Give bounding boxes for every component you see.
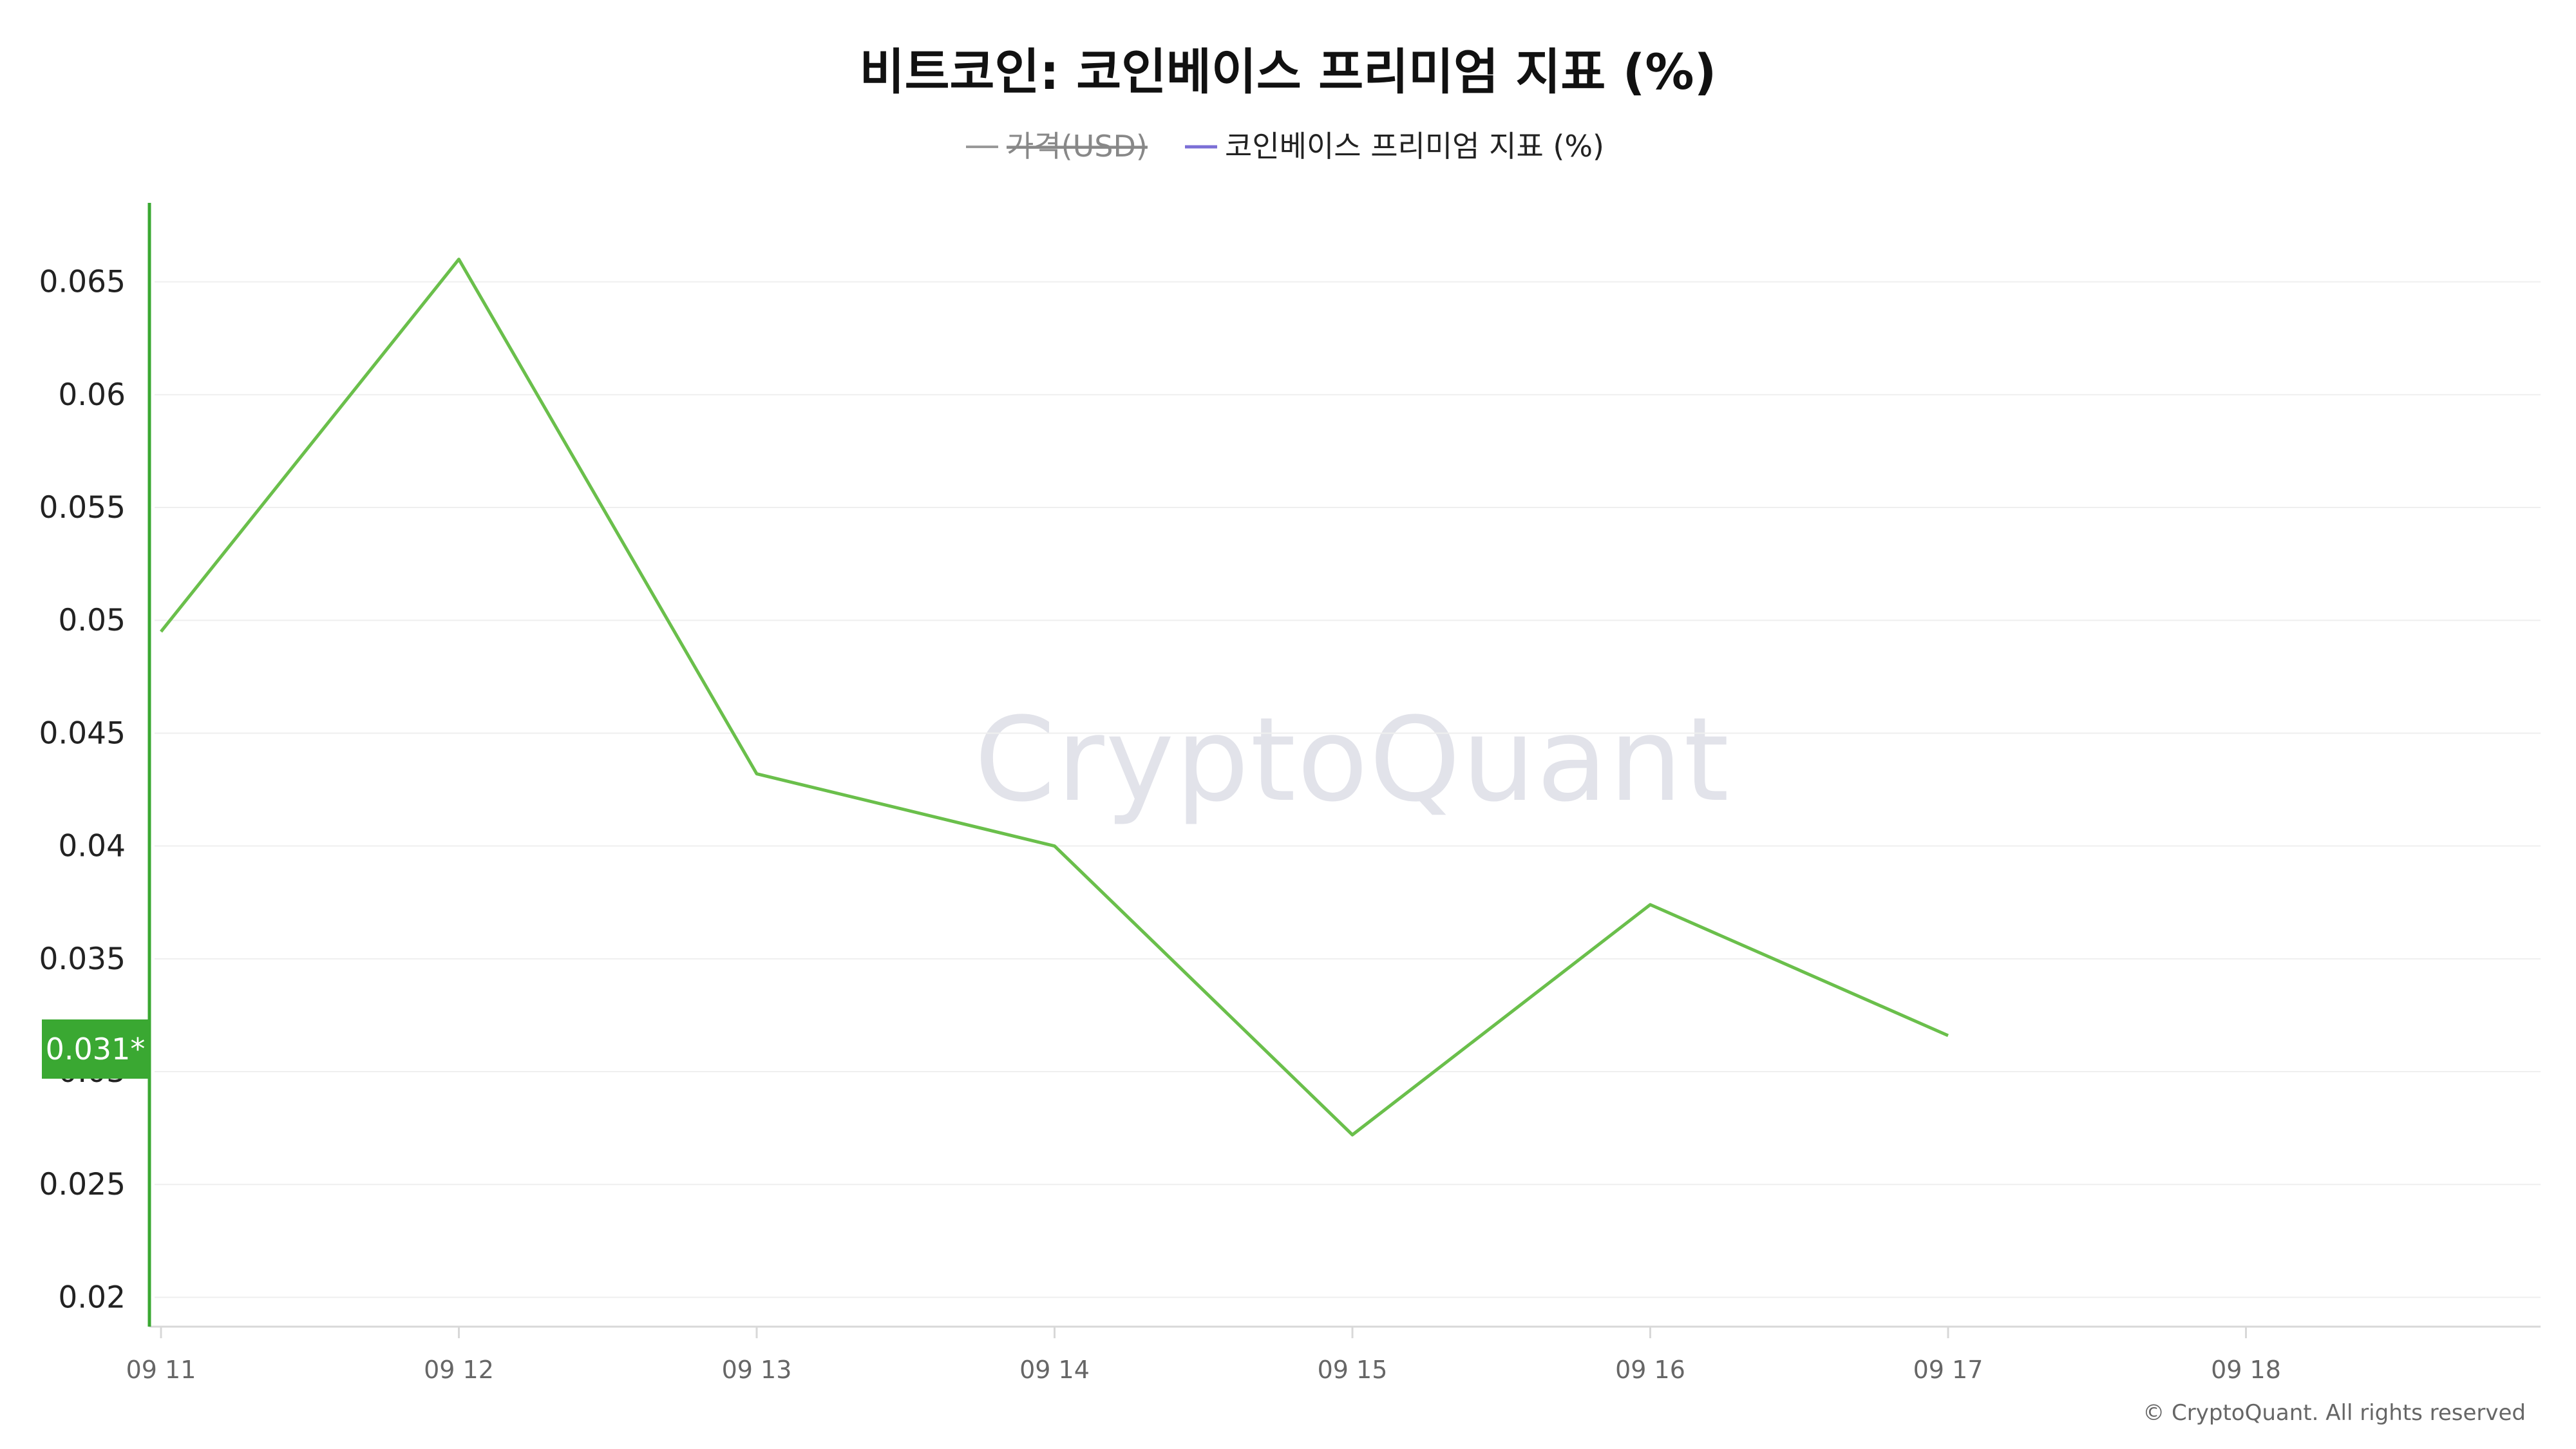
y-axis-ticks: 0.020.0250.030.0350.040.0450.050.0550.06…	[39, 265, 126, 1316]
copyright: © CryptoQuant. All rights reserved	[2143, 1400, 2526, 1426]
series-layer	[155, 254, 1954, 1141]
current-value-badge-bg	[42, 1019, 149, 1079]
y-tick-label: 0.035	[39, 942, 126, 977]
x-tick-label: 09 11	[126, 1356, 196, 1384]
series-line-0[interactable]	[160, 258, 1949, 1137]
data-point[interactable]	[1645, 899, 1656, 911]
data-point[interactable]	[453, 254, 465, 265]
x-tick-label: 09 13	[722, 1356, 792, 1384]
data-point[interactable]	[751, 768, 762, 780]
x-tick-label: 09 12	[424, 1356, 494, 1384]
x-tick-label: 09 18	[2211, 1356, 2281, 1384]
x-axis-ticks: 09 11 09 12 09 13 09 14 09 15 09 16 09 17 09 18	[126, 1327, 2281, 1384]
y-tick-label: 0.045	[39, 715, 126, 751]
y-tick-label: 0.06	[58, 377, 126, 413]
chart-title: 비트코인: 코인베이스 프리미엄 지표 (%)	[860, 43, 1717, 100]
legend-premium-label[interactable]: 코인베이스 프리미엄 지표 (%)	[1225, 129, 1604, 164]
legend: 가격(USD) 코인베이스 프리미엄 지표 (%)	[966, 129, 1604, 164]
x-tick-label: 09 16	[1615, 1356, 1685, 1384]
data-point[interactable]	[1347, 1129, 1358, 1141]
current-value-badge-text: 0.031*	[46, 1032, 146, 1066]
data-point[interactable]	[1942, 1030, 1954, 1041]
current-value-badge: 0.031*	[42, 1019, 149, 1079]
data-point[interactable]	[155, 626, 167, 638]
y-tick-label: 0.025	[39, 1167, 126, 1202]
x-tick-label: 09 15	[1318, 1356, 1388, 1384]
y-tick-label: 0.04	[58, 829, 126, 864]
y-tick-label: 0.055	[39, 490, 126, 526]
x-tick-label: 09 14	[1019, 1356, 1090, 1384]
x-tick-label: 09 17	[1913, 1356, 1984, 1384]
y-tick-label: 0.02	[58, 1280, 126, 1315]
data-point[interactable]	[1049, 840, 1061, 852]
grid-lines	[155, 281, 2541, 1298]
watermark: CryptoQuant	[974, 693, 1730, 828]
y-tick-label: 0.065	[39, 265, 126, 300]
y-tick-label: 0.05	[58, 603, 126, 638]
